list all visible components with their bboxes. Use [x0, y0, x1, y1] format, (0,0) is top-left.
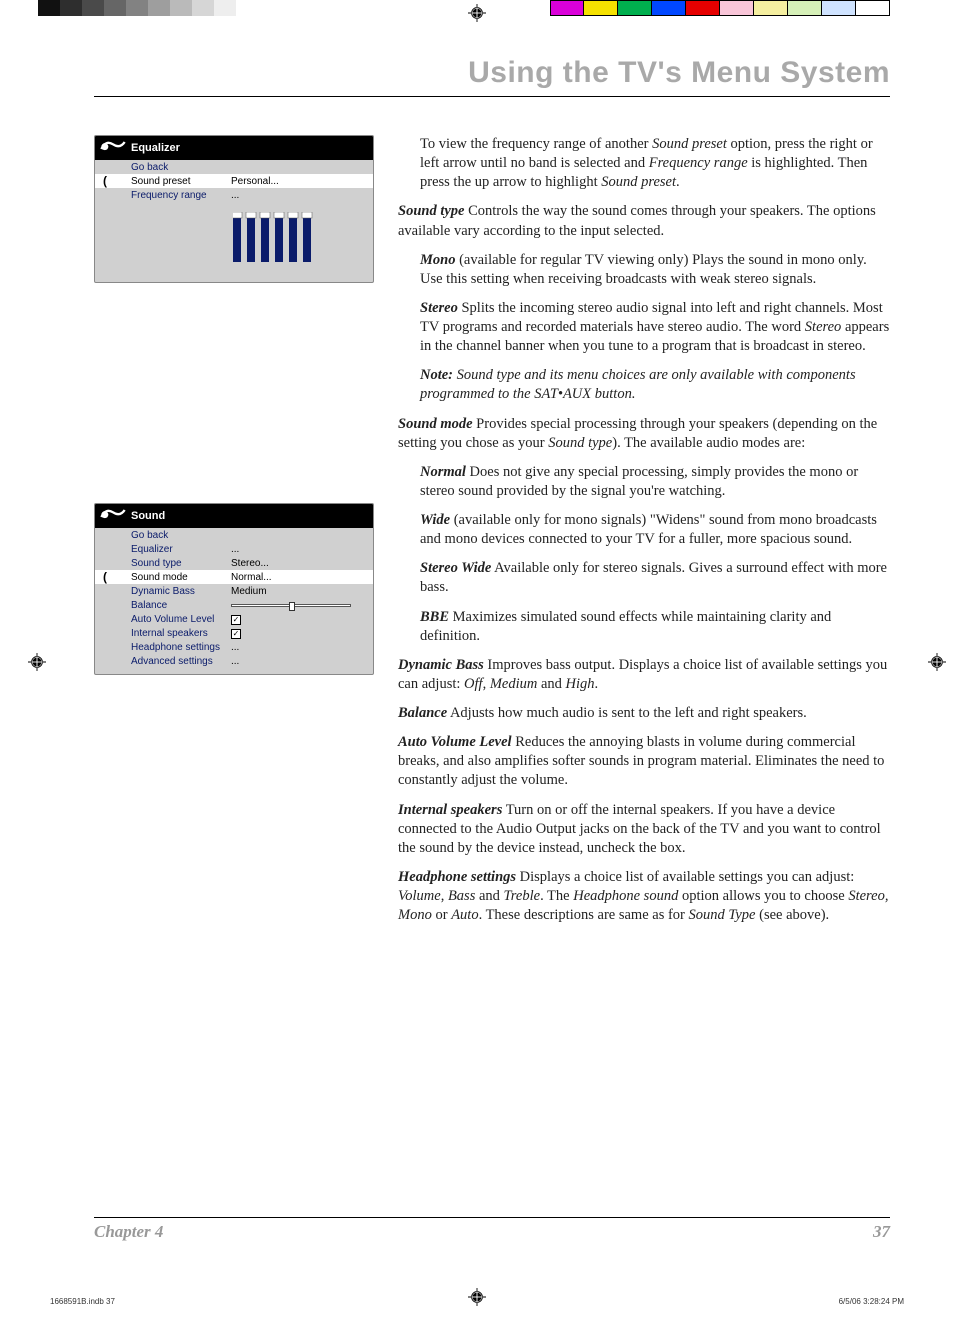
menu-item-value: ... [231, 642, 365, 653]
menu-item-label: Sound type [131, 558, 231, 569]
print-file: 1668591B.indb 37 [50, 1297, 115, 1306]
paragraph: Dynamic Bass Improves bass output. Displ… [398, 656, 890, 694]
registration-mark-icon [928, 653, 946, 671]
menu-row[interactable]: Equalizer... [95, 542, 373, 556]
chapter-label: Chapter 4 [94, 1222, 163, 1242]
menu-item-label: Go back [131, 530, 231, 541]
grayscale-bar [38, 0, 258, 16]
menu-item-label: Auto Volume Level [131, 614, 231, 625]
page-title: Using the TV's Menu System [94, 56, 890, 97]
menu-item-label: Internal speakers [131, 628, 231, 639]
print-footer: 1668591B.indb 37 6/5/06 3:28:24 PM [50, 1297, 904, 1306]
checkbox-icon: ✓ [231, 615, 241, 625]
menu-item-value: Personal... [231, 176, 365, 187]
sound-icon [99, 504, 127, 526]
paragraph: Sound mode Provides special processing t… [398, 415, 890, 453]
checkbox-icon: ✓ [231, 629, 241, 639]
page-footer: Chapter 4 37 [94, 1217, 890, 1242]
sound-menu: Sound Go backEqualizer...Sound typeStere… [94, 503, 374, 675]
paragraph: Headphone settings Displays a choice lis… [398, 868, 890, 925]
equalizer-bars [95, 208, 373, 282]
menu-item-value: Normal... [231, 572, 365, 583]
menu-row[interactable]: Headphone settings... [95, 640, 373, 654]
note: Note: Sound type and its menu choices ar… [420, 366, 890, 404]
page-number: 37 [873, 1222, 890, 1242]
paragraph: Auto Volume Level Reduces the annoying b… [398, 733, 890, 790]
menu-item-label: Dynamic Bass [131, 586, 231, 597]
registration-mark-icon [28, 653, 46, 671]
menu-row[interactable]: Go back [95, 528, 373, 542]
slider-thumb [289, 602, 295, 611]
body-text: To view the frequency range of another S… [398, 135, 890, 935]
menu-row[interactable]: (Sound presetPersonal... [95, 174, 373, 188]
menu-row[interactable]: Go back [95, 160, 373, 174]
registration-mark-icon [468, 4, 486, 22]
menu-header: Sound [95, 504, 373, 528]
menu-row[interactable]: (Sound modeNormal... [95, 570, 373, 584]
menu-header: Equalizer [95, 136, 373, 160]
paragraph: To view the frequency range of another S… [420, 135, 890, 192]
menu-item-value: ✓ [231, 614, 365, 625]
paragraph: BBE Maximizes simulated sound effects wh… [420, 608, 890, 646]
menu-title: Equalizer [131, 142, 180, 154]
sound-icon [99, 136, 127, 158]
menu-item-label: Equalizer [131, 544, 231, 555]
paragraph: Balance Adjusts how much audio is sent t… [398, 704, 890, 723]
menu-row[interactable]: Advanced settings... [95, 654, 373, 668]
menu-item-value [231, 604, 365, 607]
page-content: Using the TV's Menu System Equalizer Go … [94, 56, 890, 1284]
paragraph: Mono (available for regular TV viewing o… [420, 251, 890, 289]
menu-item-label: Sound preset [131, 176, 231, 187]
menu-row[interactable]: Auto Volume Level✓ [95, 612, 373, 626]
paragraph: Stereo Splits the incoming stereo audio … [420, 299, 890, 356]
menu-item-value: ... [231, 190, 365, 201]
menu-row[interactable]: Sound typeStereo... [95, 556, 373, 570]
menu-title: Sound [131, 510, 165, 522]
menu-row[interactable]: Frequency range... [95, 188, 373, 202]
print-datetime: 6/5/06 3:28:24 PM [839, 1297, 904, 1306]
paragraph: Stereo Wide Available only for stereo si… [420, 559, 890, 597]
equalizer-menu: Equalizer Go back(Sound presetPersonal..… [94, 135, 374, 283]
menu-item-value: Medium [231, 586, 365, 597]
menu-item-value: ... [231, 656, 365, 667]
menu-row[interactable]: Balance [95, 598, 373, 612]
left-column: Equalizer Go back(Sound presetPersonal..… [94, 135, 374, 935]
paragraph: Normal Does not give any special process… [420, 463, 890, 501]
slider-track [231, 604, 351, 607]
menu-item-value: Stereo... [231, 558, 365, 569]
color-bar [550, 0, 890, 16]
menu-item-label: Headphone settings [131, 642, 231, 653]
menu-item-label: Frequency range [131, 190, 231, 201]
menu-item-value: ... [231, 544, 365, 555]
paragraph: Wide (available only for mono signals) "… [420, 511, 890, 549]
menu-row[interactable]: Dynamic BassMedium [95, 584, 373, 598]
paragraph: Sound type Controls the way the sound co… [398, 202, 890, 240]
menu-item-label: Go back [131, 162, 231, 173]
menu-item-label: Sound mode [131, 572, 231, 583]
menu-item-value: ✓ [231, 628, 365, 639]
menu-row[interactable]: Internal speakers✓ [95, 626, 373, 640]
paragraph: Internal speakers Turn on or off the int… [398, 801, 890, 858]
menu-item-label: Balance [131, 600, 231, 611]
menu-item-label: Advanced settings [131, 656, 231, 667]
